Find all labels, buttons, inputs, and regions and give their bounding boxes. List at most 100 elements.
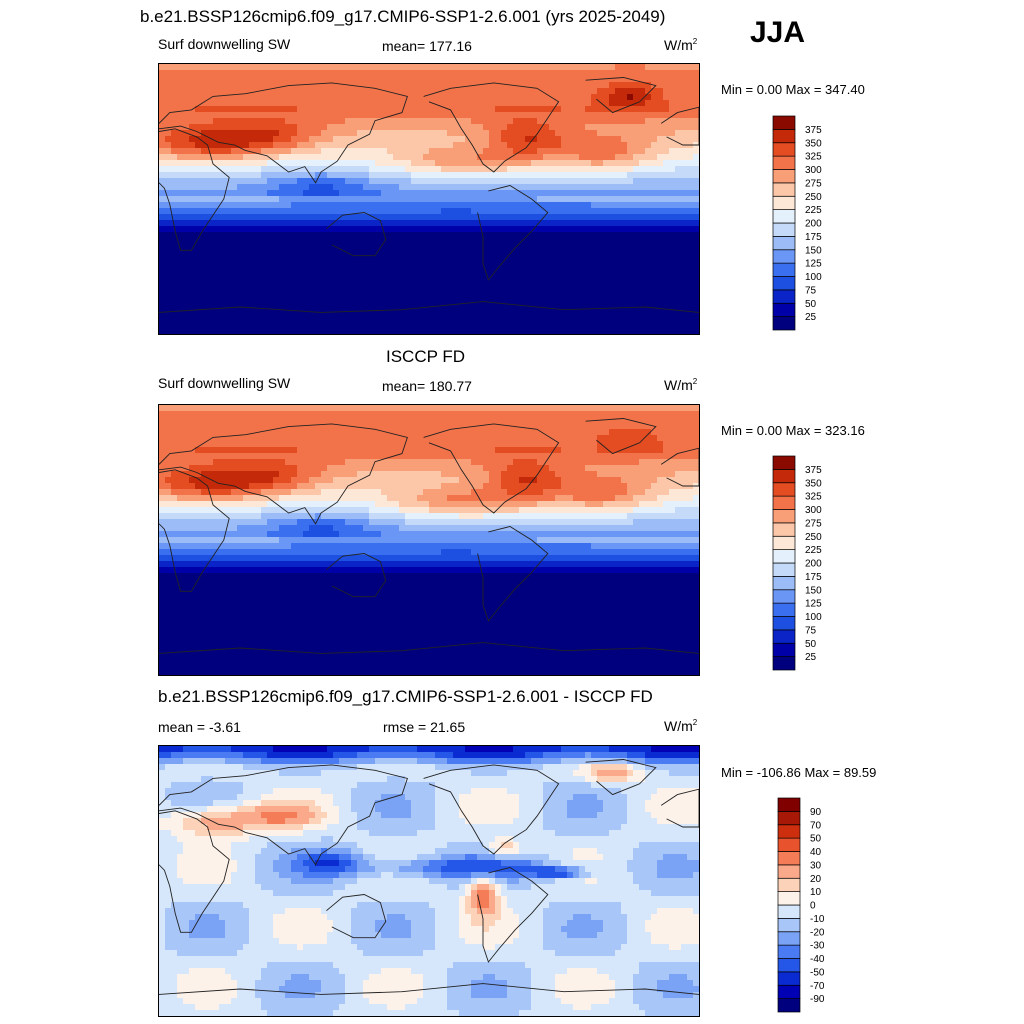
panel-1-colorbar-tick-label: 275 — [805, 178, 822, 189]
panel-2-colorbar: 25 50 75 100 125 150 175 200 225 250 275 300 325 350 3… — [772, 455, 843, 671]
panel-3-colorbar-svg: -90 -70 -50 -40 -30 -20 -10 0 10 20 30 40 50 70 90 — [777, 797, 825, 1013]
panel-3-colorbar-box — [777, 824, 801, 839]
season-label: JJA — [750, 16, 806, 49]
panel-3-colorbar-box — [777, 904, 801, 919]
panel-3-units: W/m2 — [664, 718, 698, 734]
panel-3-colorbar-box — [777, 811, 801, 826]
panel-3-colorbar-tick-label: -20 — [810, 927, 825, 938]
panel-1-colorbar-box — [772, 142, 796, 157]
panel-3-colorbar-box — [777, 998, 801, 1013]
panel-1-colorbar-tick-label: 300 — [805, 165, 822, 176]
panel-1-colorbar-tick-label: 75 — [805, 285, 817, 296]
panel-2-colorbar-box — [772, 642, 796, 657]
panel-3-colorbar-tick-label: -50 — [810, 967, 825, 978]
panel-2-colorbar-box — [772, 576, 796, 591]
panel-1-colorbar-box — [772, 236, 796, 251]
panel-3-title: b.e21.BSSP126cmip6.f09_g17.CMIP6-SSP1-2.… — [158, 687, 653, 706]
panel-1-coastline — [326, 212, 387, 257]
panel-1-map — [158, 63, 700, 335]
panel-2-colorbar-box — [772, 482, 796, 497]
panel-2-colorbar-tick-label: 200 — [805, 559, 822, 570]
panel-1-colorbar-box — [772, 316, 796, 331]
panel-1-colorbar-box — [772, 129, 796, 144]
panel-2-map — [158, 404, 700, 676]
panel-1-variable-label: Surf downwelling SW — [158, 36, 291, 52]
panel-3-field — [159, 746, 699, 1016]
panel-3-coastline — [159, 983, 699, 995]
panel-1-colorbar-box — [772, 155, 796, 170]
panel-2-colorbar-box — [772, 602, 796, 617]
panel-1-coastline — [585, 77, 657, 114]
panel-2-colorbar-tick-label: 375 — [805, 465, 822, 476]
panel-3-colorbar-tick-label: -30 — [810, 941, 825, 952]
panel-2-colorbar-box — [772, 562, 796, 577]
panel-2-colorbar-box — [772, 495, 796, 510]
panel-2-coastline — [660, 447, 699, 487]
panel-1-colorbar-svg: 25 50 75 100 125 150 175 200 225 250 275 300 325 350 3… — [772, 115, 822, 331]
panel-1-coastline — [660, 106, 699, 146]
panel-3-coastline — [159, 764, 408, 866]
panel-2-coastline — [477, 526, 549, 622]
panel-3-colorbar-tick-label: 90 — [810, 807, 822, 818]
panel-3-colorbar-tick-label: -10 — [810, 914, 825, 925]
panel-2-coastline — [159, 469, 230, 592]
panel-1-colorbar-tick-label: 125 — [805, 259, 822, 270]
panel-3-coastline — [326, 894, 387, 939]
panel-3-colorbar-box — [777, 931, 801, 946]
panel-2-colorbar-box — [772, 629, 796, 644]
panel-1-colorbar-box — [772, 209, 796, 224]
panel-1-colorbar-tick-label: 375 — [805, 125, 822, 136]
panel-3-colorbar-tick-label: 0 — [810, 901, 816, 912]
panel-2-colorbar-svg: 25 50 75 100 125 150 175 200 225 250 275 300 325 350 3… — [772, 455, 822, 671]
panel-2-colorbar-box — [772, 535, 796, 550]
panel-2-colorbar-box — [772, 522, 796, 537]
panel-3-coastline — [660, 788, 699, 828]
panel-2-minmax: Min = 0.00 Max = 323.16 — [721, 423, 865, 438]
panel-2-colorbar-tick-label: 300 — [805, 505, 822, 516]
panel-1-colorbar-tick-label: 250 — [805, 192, 822, 203]
panel-3-colorbar-box — [777, 797, 801, 812]
panel-1-colorbar-tick-label: 175 — [805, 232, 822, 243]
panel-1-colorbar-box — [772, 302, 796, 317]
panel-2-colorbar-tick-label: 275 — [805, 518, 822, 529]
panel-1-colorbar-tick-label: 225 — [805, 205, 822, 216]
panel-1-map-svg — [159, 64, 699, 334]
panel-2-colorbar-box — [772, 589, 796, 604]
panel-2-colorbar-box — [772, 549, 796, 564]
panel-3-colorbar-tick-label: 30 — [810, 860, 822, 871]
panel-3-coastline — [585, 759, 657, 796]
panel-1-coastline — [159, 301, 699, 313]
panel-1-colorbar-tick-label: 200 — [805, 219, 822, 230]
panel-3-minmax: Min = -106.86 Max = 89.59 — [721, 765, 877, 780]
panel-2-coastline — [585, 418, 657, 455]
panel-3-colorbar-tick-label: 10 — [810, 887, 822, 898]
panel-2-colorbar-box — [772, 469, 796, 484]
panel-2-colorbar-tick-label: 250 — [805, 532, 822, 543]
panel-1-colorbar-box — [772, 276, 796, 291]
panel-1-colorbar: 25 50 75 100 125 150 175 200 225 250 275 300 325 350 3… — [772, 115, 843, 331]
panel-3-colorbar-box — [777, 958, 801, 973]
panel-2-colorbar-box — [772, 656, 796, 671]
panel-1-colorbar-box — [772, 115, 796, 130]
panel-3-colorbar-tick-label: 70 — [810, 820, 822, 831]
panel-2-colorbar-tick-label: 100 — [805, 612, 822, 623]
panel-1-colorbar-box — [772, 262, 796, 277]
panel-1-colorbar-tick-label: 100 — [805, 272, 822, 283]
panel-1-mean-label: mean= 177.16 — [382, 38, 472, 54]
panel-3-colorbar-tick-label: -40 — [810, 954, 825, 965]
panel-1-colorbar-tick-label: 350 — [805, 138, 822, 149]
panel-3-colorbar-box — [777, 837, 801, 852]
panel-1-colorbar-box — [772, 195, 796, 210]
panel-3-rmse-label: rmse = 21.65 — [383, 719, 466, 735]
panel-1-coastline — [159, 128, 230, 251]
panel-1-title: b.e21.BSSP126cmip6.f09_g17.CMIP6-SSP1-2.… — [140, 7, 666, 26]
panel-2-colorbar-tick-label: 350 — [805, 478, 822, 489]
panel-1-colorbar-box — [772, 169, 796, 184]
panel-1-colorbar-box — [772, 249, 796, 264]
panel-3-colorbar-tick-label: 20 — [810, 874, 822, 885]
panel-1-coastline — [159, 82, 408, 184]
panel-2-coastline — [159, 423, 408, 525]
panel-1-colorbar-box — [772, 289, 796, 304]
panel-2-title: ISCCP FD — [386, 347, 466, 366]
panel-1-minmax: Min = 0.00 Max = 347.40 — [721, 82, 865, 97]
